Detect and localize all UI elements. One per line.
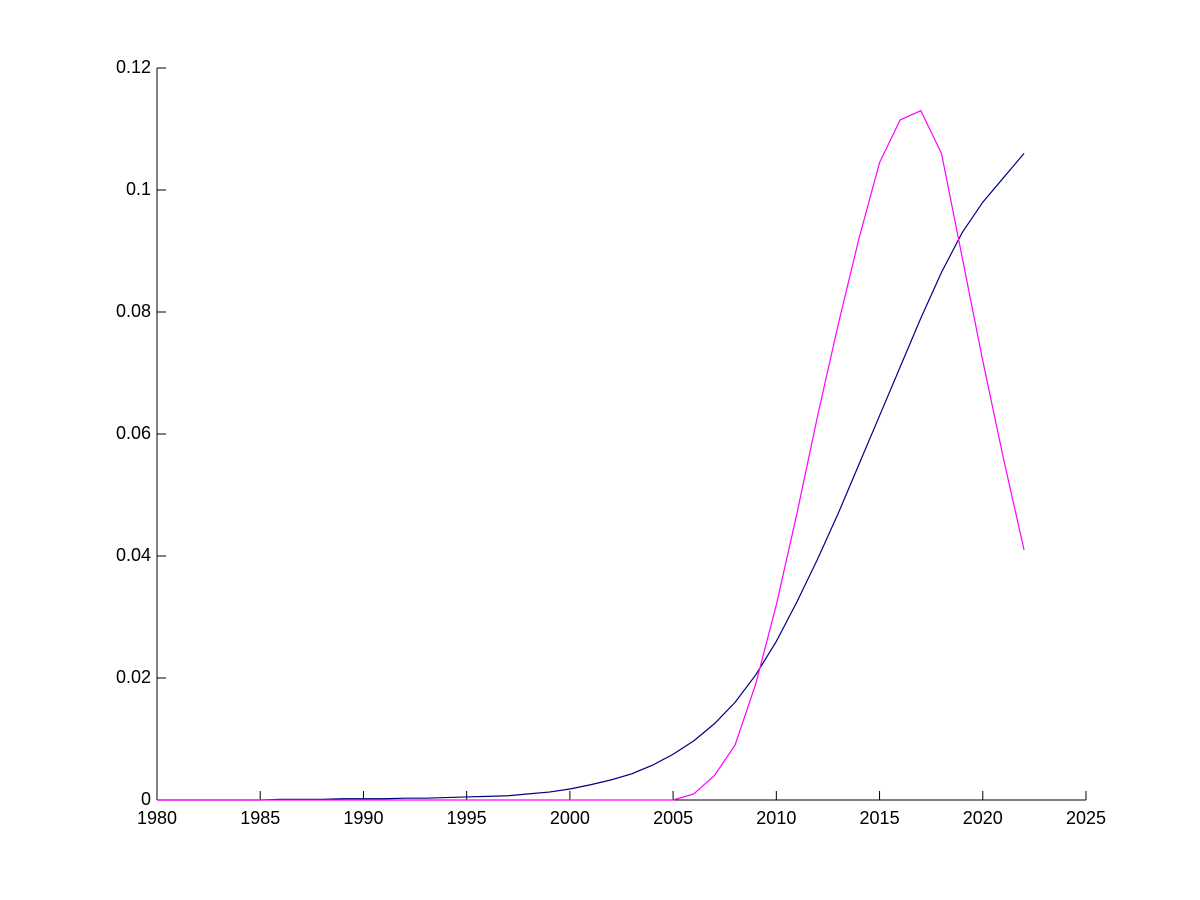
y-tick-label: 0: [141, 789, 151, 809]
y-tick-label: 0.04: [116, 545, 151, 565]
x-tick-label: 1990: [343, 808, 383, 828]
y-tick-label: 0.08: [116, 301, 151, 321]
x-tick-label: 1985: [240, 808, 280, 828]
y-tick-label: 0.06: [116, 423, 151, 443]
y-tick-label: 0.02: [116, 667, 151, 687]
x-tick-label: 2025: [1066, 808, 1106, 828]
x-tick-label: 2010: [756, 808, 796, 828]
x-tick-label: 2005: [653, 808, 693, 828]
y-tick-label: 0.1: [126, 179, 151, 199]
line-series: [157, 153, 1025, 801]
line-series: [157, 109, 1025, 801]
y-tick-label: 0.12: [116, 57, 151, 77]
x-tick-label: 1980: [137, 808, 177, 828]
x-tick-label: 2000: [550, 808, 590, 828]
x-tick-label: 2015: [860, 808, 900, 828]
x-tick-label: 2020: [963, 808, 1003, 828]
x-tick-label: 1995: [447, 808, 487, 828]
